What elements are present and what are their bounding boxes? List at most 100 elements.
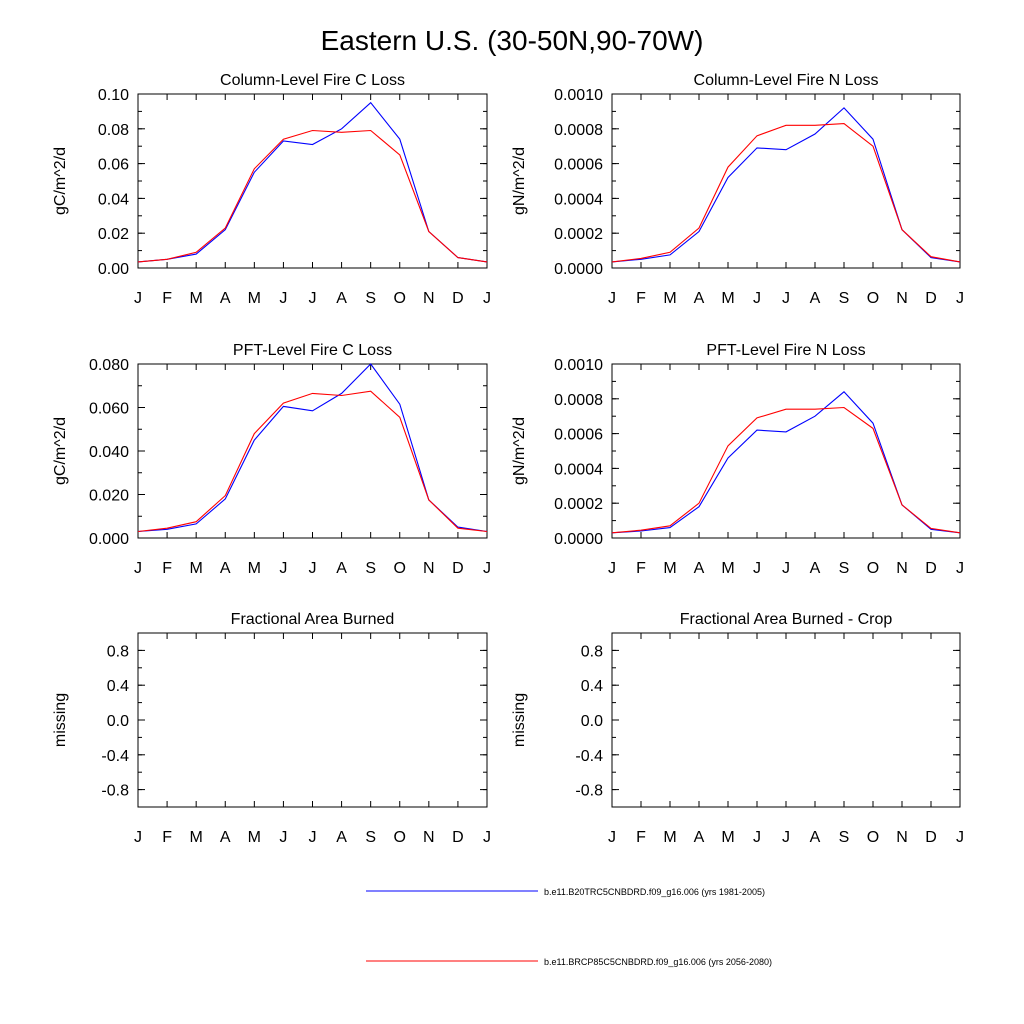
x-tick-label: A: [694, 560, 705, 577]
x-tick-label: F: [636, 290, 646, 307]
y-tick-label: 0.0004: [554, 191, 603, 208]
x-tick-label: A: [220, 560, 231, 577]
x-tick-label: S: [365, 290, 376, 307]
series-line-2: [137, 390, 488, 533]
x-tick-label: J: [956, 560, 964, 577]
x-tick-label: O: [394, 560, 406, 577]
x-tick-label: J: [279, 560, 287, 577]
x-tick-label: O: [867, 290, 879, 307]
plot-frame: [611, 93, 961, 269]
y-tick-label: 0.06: [98, 157, 129, 174]
legend-label-series-2: b.e11.BRCP85C5CNBDRD.f09_g16.006 (yrs 20…: [544, 957, 772, 967]
x-tick-label: F: [162, 560, 172, 577]
x-tick-label: N: [423, 829, 435, 846]
x-tick-label: J: [753, 560, 761, 577]
x-tick-label: M: [721, 290, 734, 307]
x-tick-label: A: [220, 829, 231, 846]
x-tick-label: S: [839, 290, 850, 307]
series-line-1: [611, 107, 961, 263]
x-tick-label: M: [190, 290, 203, 307]
panel-title: Column-Level Fire C Loss: [220, 72, 405, 89]
y-tick-label: 0.08: [98, 122, 129, 139]
y-tick-label: 0.060: [89, 401, 129, 418]
y-axis-label: missing: [511, 693, 528, 747]
x-tick-label: N: [423, 290, 435, 307]
x-tick-label: M: [248, 560, 261, 577]
x-tick-label: J: [134, 560, 142, 577]
plot-frame: [137, 93, 488, 269]
x-tick-label: M: [721, 829, 734, 846]
x-tick-label: F: [636, 560, 646, 577]
series-line-1: [611, 391, 961, 534]
y-tick-label: 0.10: [98, 87, 129, 104]
y-tick-label: 0.0000: [554, 531, 603, 548]
y-axis-label: missing: [52, 693, 69, 747]
x-tick-label: J: [279, 829, 287, 846]
x-tick-label: A: [694, 290, 705, 307]
y-tick-label: 0.8: [581, 643, 603, 660]
series-line-2: [137, 129, 488, 263]
plot-frame: [611, 632, 961, 808]
y-tick-label: 0.8: [107, 643, 129, 660]
x-tick-label: J: [134, 290, 142, 307]
x-tick-label: M: [190, 560, 203, 577]
y-axis-label: gC/m^2/d: [52, 147, 69, 215]
x-tick-label: J: [956, 829, 964, 846]
y-tick-label: 0.04: [98, 191, 129, 208]
panel-title: Column-Level Fire N Loss: [694, 72, 879, 89]
x-tick-label: A: [810, 560, 821, 577]
legend: b.e11.B20TRC5CNBDRD.f09_g16.006 (yrs 198…: [366, 887, 772, 967]
x-tick-label: D: [925, 290, 937, 307]
x-tick-label: F: [636, 829, 646, 846]
x-tick-label: S: [839, 829, 850, 846]
y-tick-label: -0.4: [101, 748, 129, 765]
y-tick-label: 0.0: [107, 713, 129, 730]
x-tick-label: M: [663, 560, 676, 577]
x-tick-label: J: [608, 829, 616, 846]
x-tick-label: M: [663, 290, 676, 307]
x-tick-label: J: [782, 290, 790, 307]
legend-label-series-1: b.e11.B20TRC5CNBDRD.f09_g16.006 (yrs 198…: [544, 887, 765, 897]
y-tick-label: 0.0008: [554, 122, 603, 139]
y-tick-label: 0.0000: [554, 261, 603, 278]
x-tick-label: S: [365, 829, 376, 846]
x-tick-label: O: [867, 829, 879, 846]
plot-frame: [137, 363, 488, 539]
x-tick-label: D: [452, 560, 464, 577]
x-tick-label: J: [309, 829, 317, 846]
x-tick-label: M: [663, 829, 676, 846]
x-tick-label: D: [452, 829, 464, 846]
y-tick-label: 0.0: [581, 713, 603, 730]
x-tick-label: J: [782, 829, 790, 846]
x-tick-label: S: [839, 560, 850, 577]
x-tick-label: F: [162, 829, 172, 846]
panel-title: PFT-Level Fire C Loss: [233, 342, 392, 359]
y-axis-label: gC/m^2/d: [52, 417, 69, 485]
x-tick-label: J: [753, 290, 761, 307]
x-tick-label: O: [867, 560, 879, 577]
series-line-1: [137, 363, 488, 533]
y-tick-label: 0.00: [98, 261, 129, 278]
y-tick-label: 0.0010: [554, 357, 603, 374]
y-tick-label: 0.4: [107, 678, 129, 695]
x-tick-label: O: [394, 290, 406, 307]
panel-title: Fractional Area Burned: [231, 611, 395, 628]
x-tick-label: J: [309, 560, 317, 577]
y-tick-label: -0.4: [575, 748, 603, 765]
x-tick-label: M: [190, 829, 203, 846]
x-tick-label: A: [810, 829, 821, 846]
plot-frame: [137, 632, 488, 808]
y-tick-label: 0.080: [89, 357, 129, 374]
panel-title: PFT-Level Fire N Loss: [706, 342, 865, 359]
y-tick-label: 0.0002: [554, 496, 603, 513]
x-tick-label: N: [896, 290, 908, 307]
y-tick-label: 0.0008: [554, 392, 603, 409]
panel-title: Fractional Area Burned - Crop: [680, 611, 893, 628]
y-tick-label: 0.0006: [554, 157, 603, 174]
